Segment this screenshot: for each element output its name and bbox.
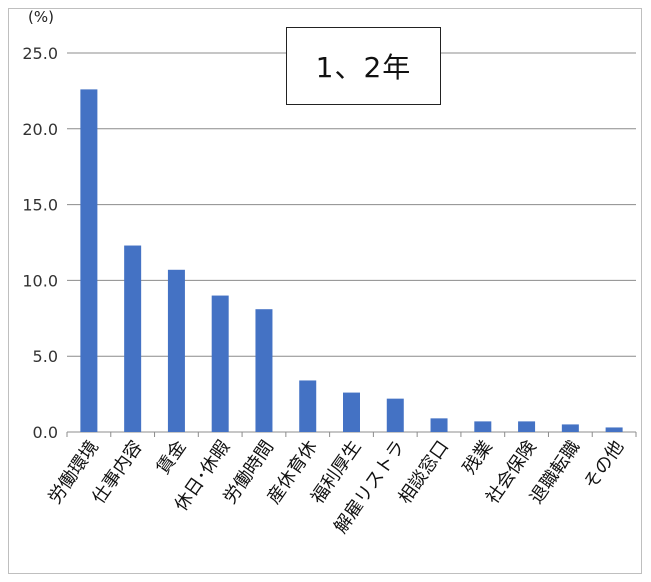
bar [518, 421, 536, 432]
bar [343, 392, 360, 432]
bar [80, 89, 98, 432]
x-tick-label: 賃金 [153, 437, 191, 479]
bar [605, 427, 623, 432]
y-unit-label: (%) [28, 8, 54, 26]
bar [386, 398, 404, 432]
chart-frame [8, 8, 642, 574]
bar [299, 380, 317, 432]
bars [80, 89, 623, 432]
bar [211, 295, 229, 432]
bar [255, 309, 273, 432]
x-tick-label: 残業 [459, 437, 497, 479]
y-tick-label: 15.0 [22, 196, 58, 215]
year-annotation-box: 1、2年 [286, 27, 441, 105]
y-tick-label: 25.0 [22, 44, 58, 63]
gridlines [66, 52, 637, 437]
y-tick-label: 0.0 [33, 423, 58, 442]
bar [167, 269, 185, 432]
y-tick-labels: 0.0 5.0 10.0 15.0 20.0 25.0 [22, 44, 58, 442]
y-tick-label: 5.0 [33, 347, 58, 366]
y-tick-label: 20.0 [22, 120, 58, 139]
y-tick-label: 10.0 [22, 271, 58, 290]
year-annotation-text: 1、2年 [315, 51, 412, 84]
x-tick-label: その他 [580, 437, 628, 493]
bar [561, 424, 579, 432]
bar [430, 418, 448, 432]
bar [474, 421, 492, 432]
bar [124, 245, 142, 432]
